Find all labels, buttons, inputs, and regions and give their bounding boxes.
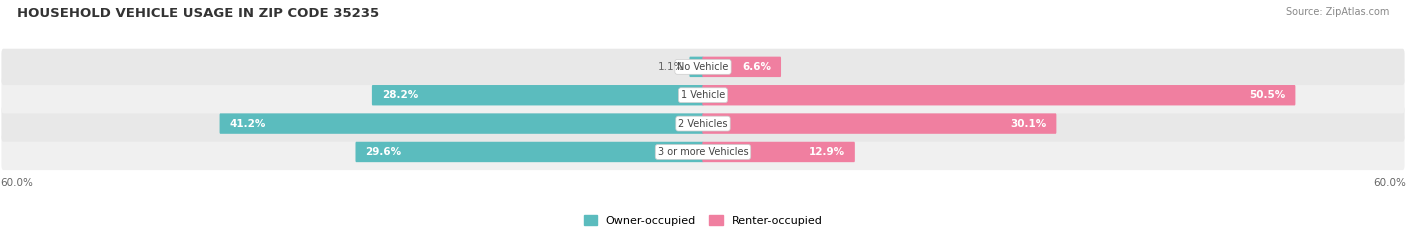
Text: 41.2%: 41.2% <box>229 119 266 129</box>
FancyBboxPatch shape <box>371 85 704 106</box>
Text: 1 Vehicle: 1 Vehicle <box>681 90 725 100</box>
Text: 28.2%: 28.2% <box>382 90 418 100</box>
Text: 50.5%: 50.5% <box>1249 90 1285 100</box>
Text: 29.6%: 29.6% <box>366 147 402 157</box>
Text: No Vehicle: No Vehicle <box>678 62 728 72</box>
FancyBboxPatch shape <box>703 142 855 162</box>
Text: 60.0%: 60.0% <box>1374 178 1406 188</box>
Text: 12.9%: 12.9% <box>808 147 845 157</box>
Text: 2 Vehicles: 2 Vehicles <box>678 119 728 129</box>
Text: Source: ZipAtlas.com: Source: ZipAtlas.com <box>1285 7 1389 17</box>
FancyBboxPatch shape <box>689 57 704 77</box>
FancyBboxPatch shape <box>703 85 1295 106</box>
Legend: Owner-occupied, Renter-occupied: Owner-occupied, Renter-occupied <box>583 215 823 226</box>
FancyBboxPatch shape <box>703 113 1056 134</box>
FancyBboxPatch shape <box>1 106 1405 142</box>
FancyBboxPatch shape <box>1 77 1405 113</box>
Text: 1.1%: 1.1% <box>658 62 685 72</box>
Text: 3 or more Vehicles: 3 or more Vehicles <box>658 147 748 157</box>
FancyBboxPatch shape <box>1 134 1405 170</box>
Text: 30.1%: 30.1% <box>1010 119 1046 129</box>
FancyBboxPatch shape <box>703 57 782 77</box>
FancyBboxPatch shape <box>356 142 704 162</box>
Text: HOUSEHOLD VEHICLE USAGE IN ZIP CODE 35235: HOUSEHOLD VEHICLE USAGE IN ZIP CODE 3523… <box>17 7 380 20</box>
Text: 6.6%: 6.6% <box>742 62 770 72</box>
Text: 60.0%: 60.0% <box>0 178 32 188</box>
FancyBboxPatch shape <box>219 113 704 134</box>
FancyBboxPatch shape <box>1 49 1405 85</box>
